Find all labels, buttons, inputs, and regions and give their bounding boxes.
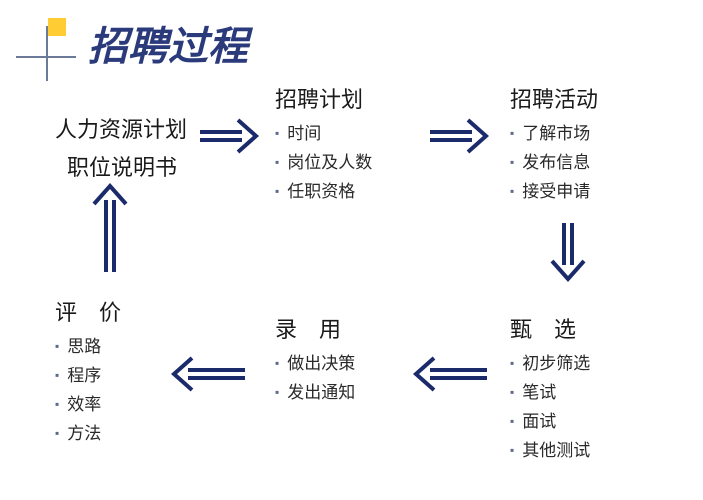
node-item: 其他测试 <box>510 437 590 466</box>
node-item: 接受申请 <box>510 178 598 207</box>
arrow-a1 <box>200 116 260 156</box>
node-item: 程序 <box>55 362 121 391</box>
node-item: 了解市场 <box>510 120 598 149</box>
node-item: 发布信息 <box>510 149 598 178</box>
arrow-a3 <box>548 223 588 283</box>
node-item: 岗位及人数 <box>275 149 372 178</box>
node-hr-plan: 人力资源计划 职位说明书 <box>55 112 187 188</box>
arrow-a6 <box>90 182 130 272</box>
node-title: 评 价 <box>55 295 121 327</box>
arrow-a5 <box>170 354 245 394</box>
node-recruit-plan: 招聘计划 时间 岗位及人数 任职资格 <box>275 82 372 207</box>
node-title: 招聘计划 <box>275 82 372 114</box>
title-decoration <box>28 18 78 68</box>
node-title: 人力资源计划 <box>55 112 187 144</box>
node-evaluate: 评 价 思路 程序 效率 方法 <box>55 295 121 449</box>
node-recruit-activity: 招聘活动 了解市场 发布信息 接受申请 <box>510 82 598 207</box>
node-item: 面试 <box>510 408 590 437</box>
node-title: 职位说明书 <box>55 150 187 182</box>
node-item: 思路 <box>55 333 121 362</box>
node-item: 任职资格 <box>275 178 372 207</box>
node-item: 发出通知 <box>275 379 355 408</box>
arrow-a2 <box>430 116 490 156</box>
node-title: 招聘活动 <box>510 82 598 114</box>
node-item: 做出决策 <box>275 350 355 379</box>
node-title: 录 用 <box>275 312 355 344</box>
node-item: 方法 <box>55 420 121 449</box>
node-item: 时间 <box>275 120 372 149</box>
page-title: 招聘过程 <box>88 14 248 72</box>
node-item: 初步筛选 <box>510 350 590 379</box>
arrow-a4 <box>412 354 487 394</box>
node-item: 笔试 <box>510 379 590 408</box>
node-hire: 录 用 做出决策 发出通知 <box>275 312 355 408</box>
node-title: 甄 选 <box>510 312 590 344</box>
node-selection: 甄 选 初步筛选 笔试 面试 其他测试 <box>510 312 590 466</box>
node-item: 效率 <box>55 391 121 420</box>
